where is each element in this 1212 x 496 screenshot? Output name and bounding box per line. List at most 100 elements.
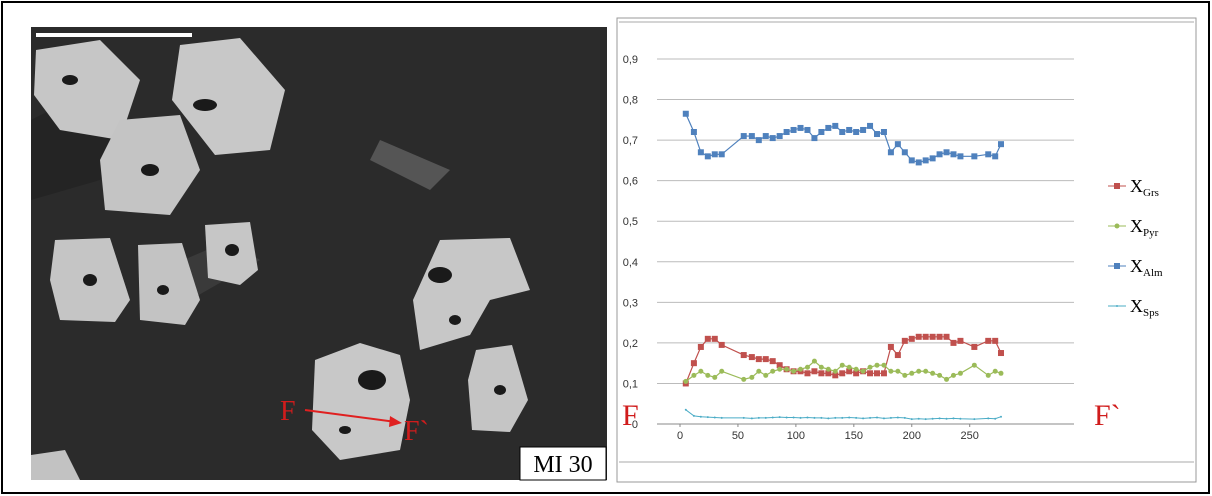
y-tick-label: 0,6 (623, 176, 638, 188)
chart: 0 0,1 0,2 0,3 0,4 0,5 0,6 0,7 0,8 0,9 0 50 100 150 200… (622, 54, 1163, 442)
point (985, 372, 991, 378)
point (971, 343, 978, 350)
point (973, 418, 976, 421)
y-tick-label: 0,9 (623, 54, 638, 66)
point (820, 416, 823, 419)
point (944, 376, 950, 382)
y-tick-label: 0 (632, 419, 638, 431)
point (874, 370, 880, 377)
point (832, 368, 838, 374)
point (929, 155, 936, 162)
point (704, 335, 711, 342)
legend-label: XAlm (1130, 256, 1163, 279)
point (711, 151, 718, 158)
point (698, 368, 704, 374)
point (959, 417, 962, 420)
point (755, 137, 762, 144)
point (987, 417, 990, 420)
point (880, 129, 887, 135)
image-start-label: F (280, 396, 296, 427)
point (692, 414, 695, 417)
point (769, 358, 776, 365)
point (706, 416, 709, 419)
point (853, 370, 860, 377)
point (762, 133, 769, 140)
point (813, 416, 816, 419)
point (936, 333, 943, 340)
x-tick-label: 150 (845, 430, 863, 442)
point (902, 372, 908, 378)
point (957, 370, 963, 376)
legend-marker (1114, 263, 1120, 269)
point (931, 417, 934, 420)
point (855, 416, 858, 419)
point (718, 151, 725, 158)
point (806, 416, 809, 419)
point (755, 356, 762, 363)
point (690, 360, 697, 367)
point (903, 416, 906, 419)
y-tick-label: 0,8 (623, 95, 638, 107)
point (799, 416, 802, 419)
point (839, 129, 846, 135)
legend-label: XPyr (1130, 216, 1159, 239)
point (985, 337, 992, 344)
x-tick-label: 200 (903, 430, 921, 442)
series-line (685, 409, 1002, 420)
point (952, 417, 955, 420)
point (922, 333, 929, 340)
point (867, 364, 873, 370)
point (827, 417, 830, 420)
point (740, 133, 747, 140)
point (749, 374, 755, 380)
point (930, 370, 936, 376)
point (992, 368, 998, 374)
point (720, 416, 723, 419)
point (684, 408, 687, 411)
point (894, 141, 901, 148)
point (750, 417, 753, 420)
point (916, 368, 922, 374)
point (682, 110, 689, 117)
point (797, 124, 804, 131)
y-tick-label: 0,2 (623, 338, 638, 350)
legend-marker (1114, 183, 1120, 189)
point (860, 368, 866, 374)
x-tick-label: 0 (677, 430, 683, 442)
point (776, 362, 783, 369)
point (901, 337, 908, 344)
point (748, 354, 755, 361)
point (762, 356, 769, 363)
point (742, 416, 745, 419)
point (874, 131, 880, 138)
point (811, 358, 817, 364)
point (894, 352, 901, 359)
point (924, 418, 927, 421)
point (937, 372, 943, 378)
point (763, 372, 769, 378)
point (915, 333, 922, 340)
point (943, 149, 950, 156)
point (853, 366, 859, 372)
point (804, 126, 811, 133)
point (985, 151, 992, 158)
image-label: MI 30 (533, 452, 592, 478)
point (853, 129, 860, 135)
annotation: F` (1094, 399, 1121, 432)
point (764, 416, 767, 419)
point (704, 153, 711, 160)
point (719, 368, 725, 374)
point (880, 370, 887, 377)
y-tick-label: 0,1 (623, 378, 638, 390)
chart-panel (616, 17, 1197, 483)
point (798, 366, 804, 372)
annotation: F (622, 399, 639, 432)
point (896, 416, 899, 419)
point (818, 370, 825, 377)
point (992, 153, 999, 160)
point (690, 129, 697, 135)
point (711, 335, 718, 342)
point (846, 364, 852, 370)
point (848, 416, 851, 419)
